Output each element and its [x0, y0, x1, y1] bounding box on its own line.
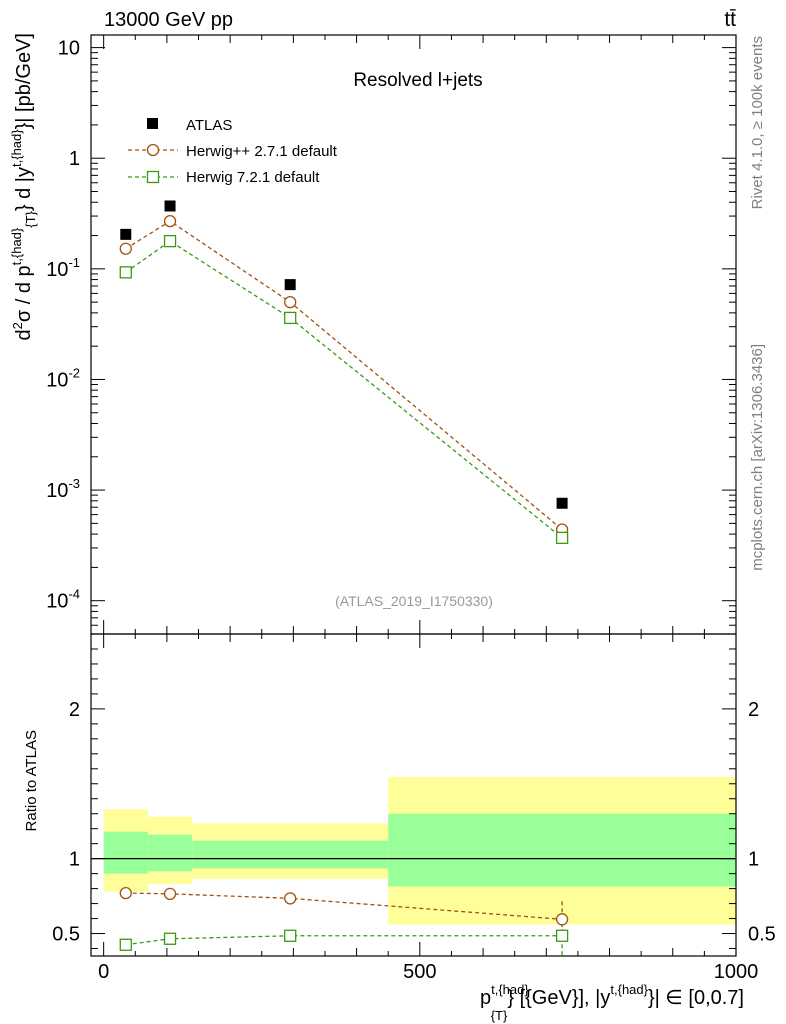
legend: ATLAS Herwig++ 2.7.1 default Herwig 7.2.…	[128, 117, 338, 186]
herwigpp-line	[125, 220, 563, 531]
y-axis-label-main: d2σ / d pt,{had}{T}} d |yt,{had}}| [pb/G…	[9, 33, 38, 341]
herwig7-point	[284, 311, 297, 325]
ratio-plot-marks	[119, 886, 569, 956]
legend-label-atlas: ATLAS	[186, 117, 232, 134]
y-tick-label-main: 10-1	[46, 255, 80, 281]
ratio-uncertainty-bands	[91, 777, 736, 925]
legend-marker-atlas	[147, 118, 158, 129]
legend-marker-herwig7	[146, 170, 160, 184]
y-tick-label-main: 10-4	[46, 587, 80, 613]
herwig7-ratio-line	[125, 935, 563, 946]
herwigpp-ratio-line	[125, 892, 563, 920]
atlas-point	[120, 228, 132, 240]
herwig7-point	[163, 234, 177, 248]
herwig7-ratio-point	[555, 929, 569, 942]
mcplots-info: mcplots.cern.ch [arXiv:1306.3436]	[749, 344, 766, 571]
x-tick-label: 1000	[714, 961, 759, 983]
herwigpp-ratio-point	[555, 913, 569, 926]
ratio-band-inner	[103, 831, 148, 874]
y-tick-label-ratio-right: 0.5	[748, 924, 776, 946]
herwig7-point	[119, 266, 132, 279]
header-left: 13000 GeV pp	[104, 9, 233, 31]
legend-label-herwigpp: Herwig++ 2.7.1 default	[186, 143, 338, 160]
x-tick-label: 0	[98, 961, 109, 983]
y-tick-label-ratio: 2	[69, 699, 80, 721]
legend-marker-herwigpp	[146, 143, 160, 157]
herwig7-line	[125, 240, 563, 539]
y-axis-label-ratio: Ratio to ATLAS	[23, 730, 40, 831]
atlas-point	[284, 279, 296, 291]
rivet-info: Rivet 4.1.0, ≥ 100k events	[749, 36, 766, 209]
herwigpp-point	[119, 242, 132, 255]
y-tick-label-main: 10-2	[46, 365, 80, 391]
ratio-band-inner	[192, 840, 389, 869]
axis-ticks	[91, 35, 737, 956]
herwigpp-ratio-point	[119, 886, 132, 900]
herwigpp-point	[163, 214, 177, 228]
ratio-band-inner	[147, 834, 193, 872]
x-axis-label: pt,{had} {T}} [{GeV}], |yt,{had}}| ∈ [0,0…	[480, 982, 744, 1023]
axis-tick-labels: 0 500 1000 10 1 10-1 10-2 10-3 10-4 0.5 0.5 1 1 2 2	[46, 38, 776, 983]
header-right: tt̄	[724, 8, 736, 31]
watermark: (ATLAS_2019_I1750330)	[335, 593, 493, 609]
y-tick-label-ratio-right: 2	[748, 699, 759, 721]
herwig7-ratio-point	[119, 938, 132, 951]
herwig7-ratio-point	[284, 929, 297, 942]
herwigpp-ratio-point	[163, 887, 177, 900]
chart-title: Resolved l+jets	[353, 70, 482, 91]
herwigpp-point	[284, 295, 297, 309]
y-tick-label-ratio-right: 1	[748, 849, 759, 871]
ratio-band-inner	[388, 813, 736, 887]
y-tick-label-main: 10	[58, 38, 80, 60]
y-tick-label-ratio: 0.5	[52, 924, 80, 946]
x-tick-label: 500	[403, 961, 436, 983]
atlas-point	[556, 497, 568, 509]
herwigpp-ratio-point	[284, 892, 297, 905]
y-tick-label-main: 1	[69, 148, 80, 170]
main-plot-marks	[119, 200, 569, 544]
herwig7-point	[555, 531, 569, 544]
herwig7-ratio-point	[163, 932, 177, 945]
y-tick-label-ratio: 1	[69, 849, 80, 871]
y-tick-label-main: 10-3	[46, 476, 80, 502]
ratio-panel-frame	[90, 633, 737, 957]
legend-label-herwig7: Herwig 7.2.1 default	[186, 169, 320, 186]
atlas-point	[164, 200, 176, 212]
